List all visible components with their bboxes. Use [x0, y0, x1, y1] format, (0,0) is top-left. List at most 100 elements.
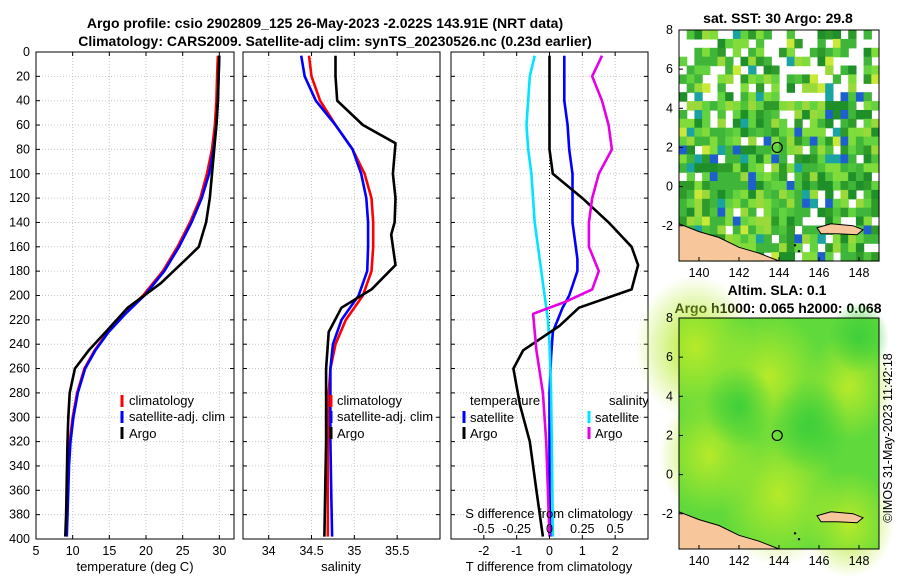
sst-cell — [855, 127, 865, 138]
sst-cell — [863, 189, 872, 200]
sst-cell — [863, 216, 872, 227]
sst-cell — [717, 110, 726, 120]
sst-cell — [825, 136, 834, 147]
sst-cell — [748, 145, 757, 155]
y-tick-label: 240 — [9, 337, 30, 351]
sst-cell — [763, 172, 772, 182]
sst-cell — [863, 110, 872, 120]
sst-cell — [779, 216, 788, 227]
sst-cell — [771, 189, 780, 200]
sst-cell — [755, 163, 765, 173]
sst-cell — [832, 74, 842, 84]
sst-cell — [771, 181, 780, 191]
sst-cell — [702, 101, 711, 111]
sst-cell — [794, 163, 803, 173]
sst-cell — [725, 65, 734, 75]
sst-cell — [809, 163, 819, 173]
sst-cell — [840, 101, 849, 111]
sst-cell — [702, 83, 711, 93]
sst-cell — [725, 127, 734, 138]
sst-cell — [848, 83, 857, 93]
sst-cell — [825, 198, 834, 209]
sst-cell — [732, 127, 742, 138]
sst-cell — [855, 92, 865, 102]
sst-cell — [725, 92, 734, 102]
sst-cell — [817, 118, 826, 129]
sst-cell — [786, 189, 795, 200]
y-tick-label: 140 — [9, 215, 30, 229]
sst-cell — [709, 101, 719, 111]
island-dot — [797, 250, 801, 253]
sst-cell — [794, 154, 803, 164]
sst-cell — [763, 225, 772, 235]
sst-cell — [709, 56, 719, 67]
sst-cell — [679, 127, 688, 138]
sst-cell — [732, 136, 742, 147]
sst-cell — [786, 234, 795, 244]
sst-cell — [794, 216, 803, 227]
x-tick-label: 30 — [212, 544, 226, 558]
sst-cell — [840, 65, 849, 75]
sst-cell — [779, 101, 788, 111]
legend-temperature-title: temperature — [470, 393, 540, 408]
sst-cell — [802, 181, 811, 191]
sst-cell — [725, 145, 734, 155]
sst-cell — [825, 189, 834, 200]
sst-cell — [786, 83, 795, 93]
sst-cell — [694, 198, 703, 209]
sst-cell — [732, 38, 742, 49]
salinity-xlabel: salinity — [321, 559, 361, 574]
sst-cell — [717, 136, 726, 147]
sst-cell — [732, 198, 742, 209]
sst-cell — [755, 118, 765, 129]
sst-cell — [717, 163, 726, 173]
sst-cell — [840, 145, 849, 155]
x-tick-label: 34 — [262, 544, 276, 558]
sst-cell — [863, 252, 872, 262]
sst-cell — [748, 110, 757, 120]
salinity-panel: 34 34.5 35 35.5 — [242, 51, 441, 558]
legend-satellite-label: satellite-adj. clim — [129, 409, 225, 424]
sst-cell — [740, 207, 749, 218]
y-tick-label: 340 — [9, 459, 30, 473]
sst-cell — [848, 163, 857, 173]
sst-cell — [702, 163, 711, 173]
sst-cell — [748, 127, 757, 138]
sst-cell — [709, 47, 719, 58]
sst-cell — [686, 207, 695, 218]
sst-cell — [694, 189, 703, 200]
sst-cell — [771, 243, 780, 253]
sst-cell — [825, 92, 834, 102]
sst-cell — [679, 154, 688, 164]
sst-cell — [871, 163, 880, 173]
sst-cell — [863, 92, 872, 102]
sst-cell — [825, 216, 834, 227]
sst-cell — [702, 181, 711, 191]
sst-cell — [725, 38, 734, 49]
x-tick-label: 10 — [66, 544, 80, 558]
sst-cell — [809, 181, 819, 191]
sst-cell — [732, 30, 742, 40]
sst-cell — [863, 56, 872, 67]
sst-cell — [771, 136, 780, 147]
sst-cell — [771, 252, 780, 262]
sst-cell — [832, 136, 842, 147]
sst-cell — [848, 136, 857, 147]
sst-cell — [755, 30, 765, 40]
x-tick-label: 148 — [849, 266, 870, 280]
sst-cell — [732, 47, 742, 58]
sst-cell — [809, 101, 819, 111]
sst-cell — [809, 189, 819, 200]
sst-cell — [832, 207, 842, 218]
top-tick-label: -0.25 — [502, 522, 531, 536]
y-tick-label: 2 — [666, 140, 673, 154]
sst-cell — [763, 216, 772, 227]
sst-cell — [702, 127, 711, 138]
sst-cell — [779, 163, 788, 173]
sst-cell — [786, 163, 795, 173]
sst-cell — [732, 234, 742, 244]
y-tick-label: 100 — [9, 167, 30, 181]
sst-cell — [717, 92, 726, 102]
sst-cell — [686, 189, 695, 200]
sst-cell — [802, 198, 811, 209]
